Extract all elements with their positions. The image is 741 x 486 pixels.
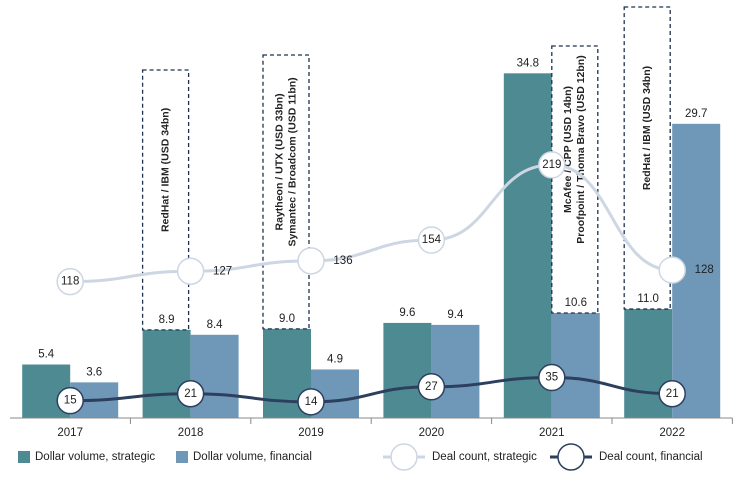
bar: [431, 324, 480, 418]
x-tick-label: 2020: [419, 427, 445, 439]
annotation-text: RedHat / IBM (USD 34bn): [159, 108, 171, 232]
value-label: 8.9: [159, 314, 175, 326]
line-marker: [658, 379, 686, 408]
legend-swatch: [18, 451, 30, 463]
annotation-text: Proofpoint / Thoma Bravo (USD 12bn): [575, 55, 587, 243]
annotation-box: [551, 45, 599, 314]
line-marker: [417, 373, 446, 401]
value-label: 9.6: [399, 307, 415, 319]
line-marker: [538, 363, 566, 392]
x-tick-label: 2017: [57, 427, 83, 439]
point-label: 128: [695, 264, 714, 276]
legend-swatch: [176, 451, 188, 463]
annotation-text: RedHat / IBM (USD 34bn): [641, 66, 653, 190]
line-marker: [297, 247, 325, 275]
point-label: 15: [64, 395, 77, 407]
line-marker: [56, 267, 84, 296]
legend-label: Deal count, strategic: [432, 451, 537, 463]
value-label: 34.8: [517, 57, 539, 69]
annotation-box: [141, 69, 190, 331]
value-label: 3.6: [86, 366, 102, 378]
legend-label: Deal count, financial: [599, 451, 703, 463]
value-label: 11.0: [637, 293, 659, 305]
point-label: 118: [61, 276, 79, 288]
annotation-box: [623, 6, 671, 310]
value-label: 9.4: [447, 309, 464, 321]
x-tick-label: 2021: [539, 427, 565, 439]
annotation-box: [262, 54, 310, 330]
bar: [383, 322, 432, 418]
line: [70, 376, 673, 404]
value-label: 8.4: [207, 319, 224, 331]
annotation-text: McAfee / CPP (USD 14bn): [562, 86, 574, 213]
line-marker: [658, 256, 686, 284]
value-label: 5.4: [38, 349, 55, 361]
line-marker: [176, 257, 205, 285]
line-marker: [176, 379, 205, 408]
annotation-text: Symantec / Broadcom (USD 11bn): [286, 77, 298, 246]
legend-marker: [390, 443, 418, 471]
x-tick-label: 2019: [298, 427, 324, 439]
value-label: 10.6: [565, 297, 587, 309]
line-marker: [417, 226, 446, 254]
annotation-text: Raytheon / UTX (USD 33bn): [273, 93, 285, 230]
x-tick-label: 2022: [659, 427, 685, 439]
x-tick-label: 2018: [178, 427, 204, 439]
point-label: 127: [213, 265, 232, 277]
point-label: 21: [184, 388, 197, 400]
line-marker: [56, 386, 84, 415]
bar: [551, 313, 600, 418]
value-label: 9.0: [279, 313, 295, 325]
legend-marker: [557, 443, 585, 471]
bar: [190, 334, 239, 418]
line-marker: [538, 151, 566, 179]
point-label: 27: [425, 381, 438, 393]
point-label: 14: [305, 396, 318, 408]
point-label: 154: [422, 234, 442, 246]
legend-label: Dollar volume, strategic: [35, 451, 155, 463]
point-label: 136: [333, 255, 352, 267]
line-marker: [297, 388, 325, 416]
bar: [503, 73, 552, 419]
point-label: 21: [666, 388, 679, 400]
legend-label: Dollar volume, financial: [193, 451, 312, 463]
value-label: 4.9: [327, 353, 343, 365]
point-label: 219: [542, 159, 561, 171]
point-label: 35: [545, 372, 558, 384]
value-label: 29.7: [685, 108, 707, 120]
